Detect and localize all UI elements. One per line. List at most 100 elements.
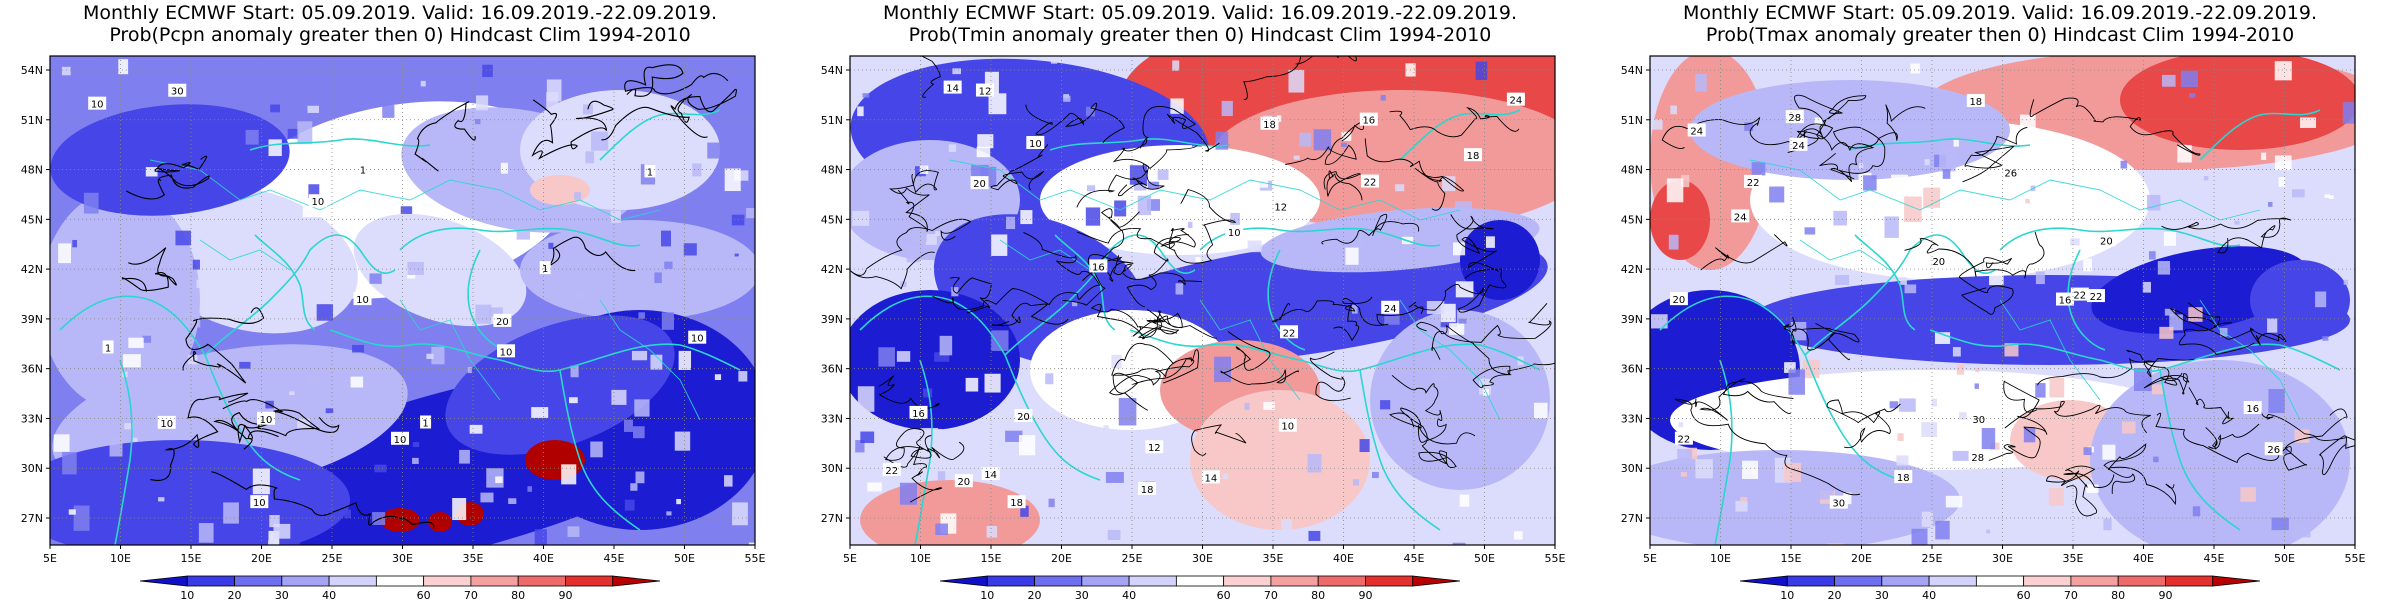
contour-label-bg	[1506, 92, 1525, 106]
contour-label: 14	[984, 470, 997, 481]
contour-label-bg	[644, 164, 656, 178]
field-speckle	[198, 523, 214, 543]
field-speckle	[1175, 283, 1184, 295]
contour-label-bg	[909, 405, 928, 419]
colorbar-swatch	[1223, 575, 1272, 587]
field-speckle	[2203, 176, 2209, 181]
field-speckle	[2169, 314, 2183, 331]
field-speckle	[2076, 393, 2082, 398]
x-tick-label: 10E	[110, 552, 131, 565]
contour-label: 16	[1092, 262, 1105, 273]
x-tick-label: 5E	[43, 552, 57, 565]
contour-label: 22	[1283, 328, 1296, 339]
field-speckle	[1891, 174, 1909, 186]
panel-title-line2: Prob(Tmax anomaly greater then 0) Hindca…	[1705, 24, 2295, 46]
field-speckle	[1863, 175, 1877, 191]
coastline	[1399, 109, 1521, 161]
field-speckle	[1341, 142, 1347, 148]
x-tick-label: 15E	[981, 552, 1002, 565]
field-speckle	[469, 424, 483, 434]
map-svg: 1618202218202422283024262822162024263022…	[1621, 55, 2366, 600]
field-speckle	[2240, 487, 2256, 502]
field-speckle	[2083, 447, 2092, 455]
field-speckle	[1832, 431, 1846, 443]
field-speckle	[939, 335, 953, 356]
field-speckle	[925, 233, 937, 245]
field-speckle	[316, 304, 334, 321]
field-speckle	[1086, 185, 1096, 192]
contour-line	[1243, 56, 1357, 100]
field-speckle	[1826, 543, 1845, 545]
map-frame	[1649, 55, 2356, 546]
contour-line	[2161, 217, 2292, 254]
contour-line	[182, 307, 265, 384]
y-tick-label: 33N	[21, 412, 43, 425]
field-speckle	[661, 312, 674, 330]
field-speckle	[61, 66, 71, 76]
y-tick-label: 39N	[21, 313, 43, 326]
field-speckle	[1668, 234, 1679, 250]
field-speckle	[591, 131, 609, 151]
contour-label-bg	[981, 467, 1000, 481]
field-speckle	[2274, 155, 2292, 171]
contour-line	[1450, 214, 1499, 272]
contour-line	[1323, 170, 1363, 201]
field-speckle	[1293, 155, 1300, 160]
contour-line	[888, 170, 939, 232]
coastline	[1929, 329, 2161, 373]
coastline	[1267, 249, 1306, 351]
field-speckle	[976, 146, 991, 158]
contour-line	[414, 101, 476, 172]
y-tick-label: 51N	[21, 114, 43, 127]
contour-line	[1389, 407, 1457, 468]
coastline	[204, 234, 396, 356]
contour-label-bg	[1361, 174, 1380, 188]
contour-label-bg	[1968, 449, 1987, 463]
field-speckle	[2324, 194, 2330, 198]
field-speckle	[634, 399, 650, 417]
contour-label-bg	[2056, 292, 2075, 306]
contour-label-bg	[1731, 209, 1750, 223]
country-border	[199, 239, 291, 271]
field-speckle	[1170, 98, 1184, 114]
field-speckle	[2322, 336, 2329, 341]
field-speckle	[2329, 195, 2334, 200]
field-speckle	[2192, 506, 2201, 517]
field-speckle	[239, 361, 251, 369]
field-speckle	[2162, 74, 2176, 87]
contour-line	[1958, 257, 2014, 315]
country-border	[1749, 159, 1921, 211]
contour-label-bg	[1145, 440, 1164, 454]
field-speckle	[623, 419, 633, 432]
field-speckle	[1975, 367, 1980, 373]
contour-label: 1	[647, 167, 653, 178]
x-tick-label: 55E	[1545, 552, 1566, 565]
contour-label: 10	[160, 419, 173, 430]
contour-label: 20	[496, 317, 509, 328]
contour-label-bg	[2070, 287, 2089, 301]
y-tick-label: 36N	[1621, 363, 1643, 376]
colorbar-swatch	[281, 575, 330, 587]
x-tick-label: 50E	[2274, 552, 2295, 565]
field-speckle	[268, 540, 274, 545]
field-speckle	[62, 452, 77, 475]
contour-label-bg	[1359, 112, 1378, 126]
contour-label-bg	[1687, 123, 1706, 137]
y-tick-label: 33N	[1621, 412, 1643, 425]
field-speckle	[952, 68, 961, 75]
contour-label: 1	[360, 166, 366, 177]
field-speckle	[1307, 454, 1322, 473]
x-tick-label: 25E	[322, 552, 343, 565]
coastline	[114, 359, 133, 545]
field-speckle	[1348, 387, 1359, 401]
field-speckle	[1111, 354, 1122, 369]
y-tick-label: 45N	[1621, 213, 1643, 226]
contour-label: 16	[2246, 404, 2259, 415]
field-blob	[2090, 360, 2350, 545]
field-speckle	[2148, 251, 2156, 260]
y-tick-label: 54N	[1621, 64, 1643, 77]
field-speckle	[2153, 456, 2159, 463]
field-speckle	[935, 523, 948, 535]
field-speckle	[1018, 435, 1036, 456]
